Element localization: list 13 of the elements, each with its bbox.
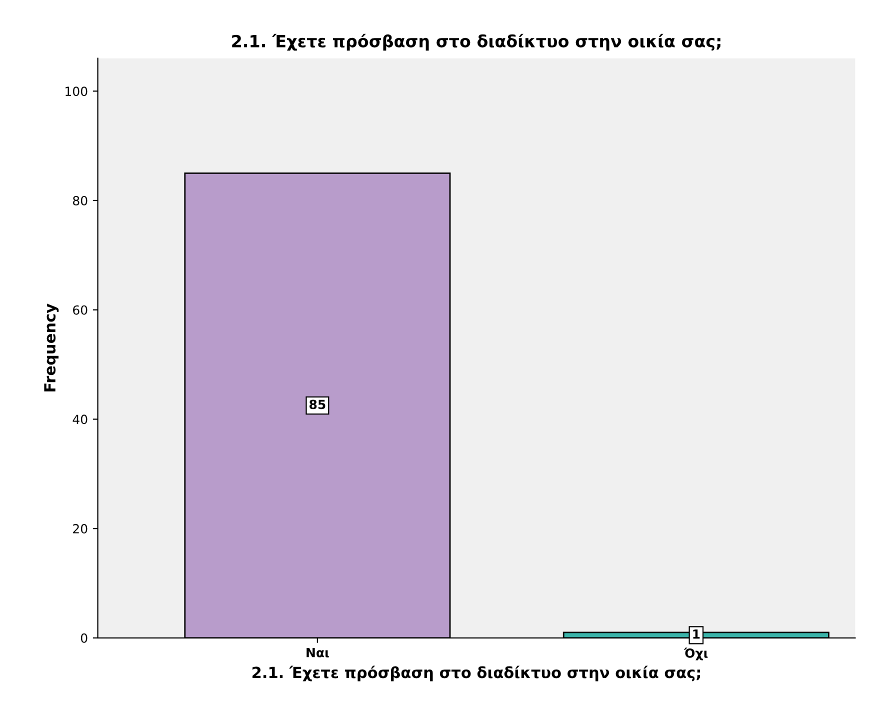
x-tick-label: Όχι <box>684 648 708 660</box>
y-axis-title: Frequency <box>44 304 59 392</box>
x-axis-title: 2.1. Έχετε πρόσβαση στο διαδίκτυο στην οικία σας; <box>252 666 700 682</box>
data-label: 1 <box>693 630 700 639</box>
x-tick-label: Ναι <box>306 648 329 658</box>
chart-title: 2.1. Έχετε πρόσβαση στο διαδίκτυο στην οικία σας; <box>232 34 720 51</box>
y-tick-label: 100 <box>66 86 88 96</box>
data-label: 85 <box>310 400 326 410</box>
y-tick-label: 20 <box>73 524 88 534</box>
y-tick-label: 40 <box>72 414 88 424</box>
y-tick-label: 0 <box>80 633 88 643</box>
y-tick-label: 80 <box>73 196 88 206</box>
y-tick-label: 60 <box>73 305 88 315</box>
